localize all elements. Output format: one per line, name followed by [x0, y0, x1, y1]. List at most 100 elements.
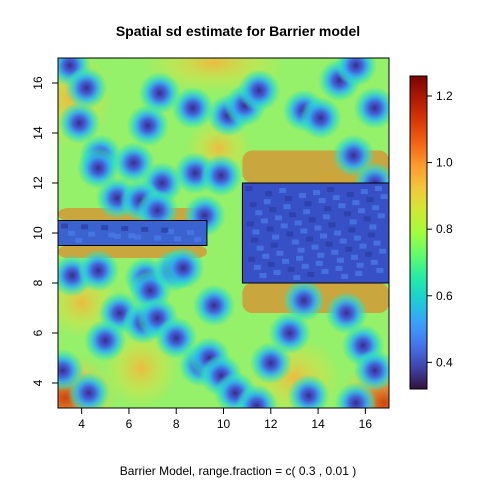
barrier-texture — [380, 194, 388, 200]
barrier-texture — [320, 233, 328, 239]
barrier-texture — [274, 215, 282, 221]
barrier-texture — [280, 223, 288, 229]
barrier-texture — [343, 211, 351, 217]
low-sd-point — [171, 87, 214, 129]
barrier-texture — [68, 230, 76, 236]
barrier-texture — [301, 263, 309, 269]
barrier-texture — [284, 196, 292, 202]
x-tick-label: 14 — [311, 417, 325, 431]
barrier-texture — [363, 216, 371, 222]
barrier-texture — [276, 250, 284, 256]
barrier-texture — [75, 237, 83, 243]
low-sd-point — [200, 154, 243, 197]
barrier-texture — [279, 188, 287, 194]
barrier-texture — [373, 240, 381, 246]
barrier-texture — [114, 233, 122, 239]
barrier-texture — [336, 257, 344, 263]
barrier-texture — [315, 260, 323, 266]
barrier-texture — [318, 198, 326, 204]
y-tick-label: 12 — [31, 176, 45, 190]
barrier-texture — [134, 234, 142, 240]
barrier-texture — [282, 258, 290, 264]
colorbar-tick-label: 0.6 — [436, 289, 453, 303]
barrier-texture — [61, 223, 68, 229]
barrier-texture — [81, 224, 89, 230]
barrier-texture — [322, 214, 330, 220]
barrier-texture — [341, 273, 349, 279]
low-sd-point — [334, 382, 377, 408]
barrier-texture — [353, 235, 361, 241]
barrier-texture — [331, 249, 339, 255]
colorbar-tick-label: 1.0 — [436, 156, 453, 170]
barrier-texture — [376, 267, 384, 273]
barrier-texture — [304, 201, 312, 207]
barrier-texture — [374, 186, 382, 191]
low-sd-point — [84, 319, 127, 362]
barrier-texture — [101, 225, 109, 231]
barrier-texture — [377, 213, 385, 219]
low-sd-point — [268, 312, 311, 354]
colorbar-tick-label: 0.4 — [436, 355, 453, 369]
x-axis: 4 6 8 10 12 14 16 — [78, 408, 372, 431]
low-sd-point — [77, 147, 120, 189]
low-sd-point — [65, 67, 108, 109]
barrier-texture — [311, 244, 319, 250]
barrier-texture — [174, 236, 182, 242]
barrier-texture — [287, 266, 295, 272]
x-tick-label: 12 — [264, 417, 278, 431]
barrier-texture — [262, 253, 270, 259]
barrier-texture — [303, 209, 311, 215]
y-tick-label: 4 — [31, 379, 45, 386]
barrier-texture — [356, 262, 364, 268]
barrier-texture — [339, 238, 347, 244]
barrier-texture — [372, 205, 380, 211]
barrier-texture — [298, 193, 306, 199]
barrier-texture — [366, 197, 374, 203]
barrier-texture — [349, 219, 357, 225]
barrier-texture — [245, 186, 253, 191]
low-sd-point — [58, 349, 84, 392]
x-tick-label: 10 — [217, 417, 231, 431]
barrier-texture — [314, 225, 322, 231]
barrier-texture — [296, 255, 304, 261]
barrier-texture — [267, 261, 275, 267]
x-tick-label: 8 — [173, 417, 180, 431]
barrier-texture — [355, 270, 363, 276]
y-tick-label: 10 — [31, 226, 45, 240]
barrier-texture — [289, 212, 297, 218]
heatmap-surface — [58, 58, 389, 408]
barrier-texture — [307, 271, 315, 277]
barrier-texture — [248, 256, 256, 262]
y-tick-label: 8 — [31, 279, 45, 286]
barrier-texture — [259, 272, 267, 278]
chart-subtitle: Barrier Model, range.fraction = c( 0.3 ,… — [120, 464, 356, 478]
barrier-texture — [269, 207, 277, 213]
barrier-texture — [294, 220, 302, 226]
barrier-texture — [324, 206, 332, 212]
barrier-texture — [352, 200, 360, 206]
barrier-regions — [57, 182, 390, 284]
barrier-texture — [332, 195, 340, 201]
y-tick-label: 6 — [31, 329, 45, 336]
barrier-texture — [141, 226, 149, 232]
low-sd-point — [193, 284, 236, 327]
barrier-texture — [88, 231, 96, 237]
barrier-texture — [348, 227, 356, 233]
low-sd-point — [249, 342, 292, 384]
low-sd-point — [237, 69, 280, 112]
barrier-texture — [351, 254, 359, 260]
barrier-texture — [297, 247, 305, 253]
x-tick-label: 6 — [126, 417, 133, 431]
low-sd-point — [235, 384, 278, 408]
barrier-texture — [161, 227, 169, 233]
barrier-texture — [270, 242, 278, 248]
barrier-texture — [321, 268, 329, 274]
low-sd-point — [138, 72, 181, 114]
barrier-texture — [293, 274, 301, 280]
low-sd-point — [353, 349, 389, 392]
y-tick-label: 14 — [31, 126, 45, 140]
barrier-texture — [283, 204, 291, 210]
barrier-texture — [345, 246, 353, 252]
barrier-texture — [256, 245, 264, 251]
